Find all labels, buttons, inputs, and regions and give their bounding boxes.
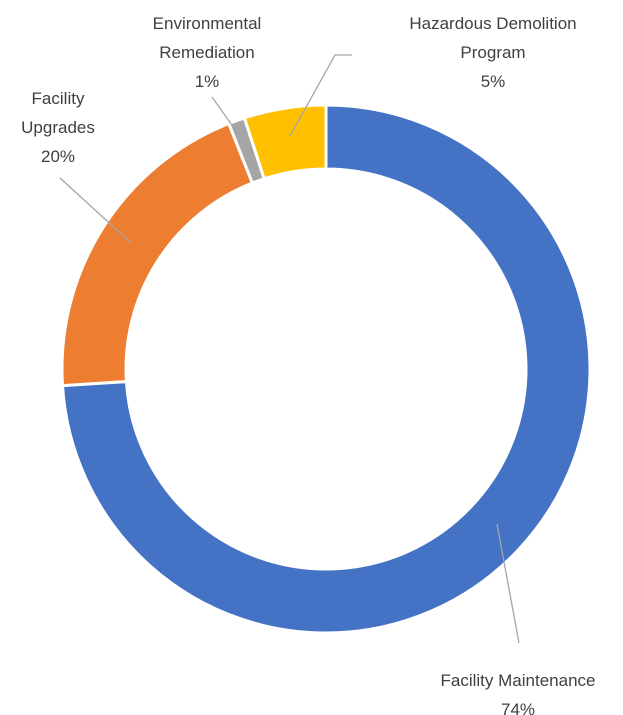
category-label: Hazardous Demolition Program (409, 14, 577, 62)
data-label: Facility Maintenance 74% (398, 666, 623, 715)
category-label: Facility Maintenance (440, 671, 596, 690)
category-label: Facility Upgrades (21, 89, 95, 137)
value-label: 20% (40, 147, 76, 166)
category-label: Environmental Remediation (152, 14, 262, 62)
leader-line (211, 96, 252, 153)
value-label: 74% (500, 700, 536, 715)
data-label: Facility Upgrades 20% (8, 84, 108, 171)
data-label: Hazardous Demolition Program 5% (393, 9, 593, 96)
leader-line (59, 177, 131, 243)
value-label: 1% (194, 72, 220, 91)
donut-slice (60, 103, 592, 635)
donut-slice (242, 103, 328, 181)
leader-line (289, 54, 352, 137)
leader-line (496, 523, 520, 644)
value-label: 5% (480, 72, 506, 91)
data-label: Environmental Remediation 1% (142, 9, 272, 96)
